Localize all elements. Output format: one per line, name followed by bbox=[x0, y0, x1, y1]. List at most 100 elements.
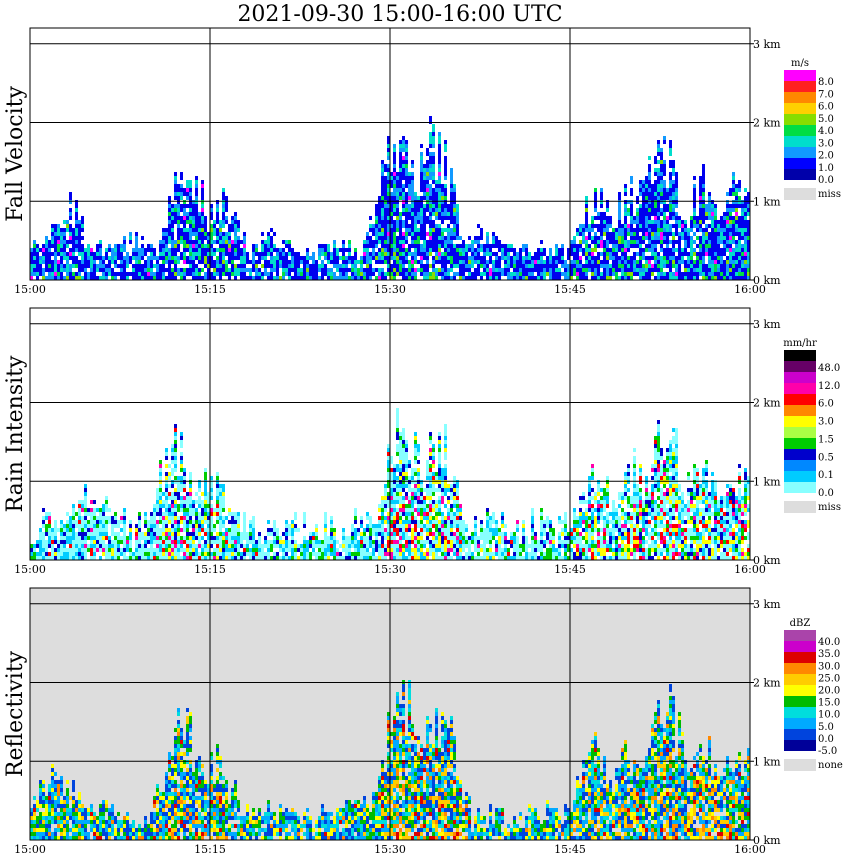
data-cell bbox=[390, 480, 393, 484]
data-cell bbox=[414, 268, 417, 272]
data-cell bbox=[648, 220, 651, 224]
data-cell bbox=[438, 256, 441, 260]
data-cell bbox=[270, 544, 273, 548]
data-cell bbox=[369, 260, 372, 264]
data-cell bbox=[78, 556, 81, 560]
data-cell bbox=[405, 208, 408, 212]
data-cell bbox=[657, 264, 660, 268]
data-cell bbox=[381, 544, 384, 548]
data-cell bbox=[555, 260, 558, 264]
data-cell bbox=[231, 256, 234, 260]
data-cell bbox=[213, 272, 216, 276]
data-cell bbox=[531, 264, 534, 268]
data-cell bbox=[612, 260, 615, 264]
data-cell bbox=[54, 256, 57, 260]
data-cell bbox=[714, 244, 717, 248]
data-cell bbox=[453, 272, 456, 276]
data-cell bbox=[129, 240, 132, 244]
data-cell bbox=[222, 248, 225, 252]
data-cell bbox=[108, 544, 111, 548]
data-cell bbox=[408, 228, 411, 232]
data-cell bbox=[720, 224, 723, 228]
data-cell bbox=[654, 268, 657, 272]
data-cell bbox=[447, 204, 450, 208]
data-cell bbox=[513, 268, 516, 272]
data-cell bbox=[699, 212, 702, 216]
data-cell bbox=[729, 240, 732, 244]
data-cell bbox=[390, 552, 393, 556]
data-cell bbox=[591, 224, 594, 228]
data-cell bbox=[186, 184, 189, 188]
data-cell bbox=[180, 436, 183, 440]
data-cell bbox=[684, 276, 687, 280]
data-cell bbox=[423, 172, 426, 176]
data-cell bbox=[726, 268, 729, 272]
data-cell bbox=[654, 184, 657, 188]
data-cell bbox=[522, 272, 525, 276]
data-cell bbox=[414, 536, 417, 540]
data-cell bbox=[648, 232, 651, 236]
data-cell bbox=[672, 192, 675, 196]
data-cell bbox=[720, 232, 723, 236]
data-cell bbox=[381, 248, 384, 252]
data-cell bbox=[174, 216, 177, 220]
data-cell bbox=[486, 236, 489, 240]
data-cell bbox=[450, 176, 453, 180]
data-cell bbox=[681, 220, 684, 224]
data-cell bbox=[279, 256, 282, 260]
data-cell bbox=[402, 484, 405, 488]
data-cell bbox=[231, 524, 234, 528]
data-cell bbox=[135, 552, 138, 556]
data-cell bbox=[393, 248, 396, 252]
data-cell bbox=[36, 252, 39, 256]
data-cell bbox=[219, 524, 222, 528]
data-cell bbox=[105, 256, 108, 260]
data-cell bbox=[651, 268, 654, 272]
data-cell bbox=[189, 188, 192, 192]
data-cell bbox=[123, 260, 126, 264]
data-cell bbox=[237, 252, 240, 256]
data-cell bbox=[702, 168, 705, 172]
data-cell bbox=[186, 204, 189, 208]
data-cell bbox=[177, 496, 180, 500]
data-cell bbox=[396, 544, 399, 548]
data-cell bbox=[171, 492, 174, 496]
data-cell bbox=[714, 220, 717, 224]
data-cell bbox=[150, 276, 153, 280]
data-cell bbox=[105, 544, 108, 548]
data-cell bbox=[159, 544, 162, 548]
data-cell bbox=[342, 536, 345, 540]
data-cell bbox=[429, 132, 432, 136]
data-cell bbox=[450, 212, 453, 216]
data-cell bbox=[648, 256, 651, 260]
data-cell bbox=[345, 556, 348, 560]
data-cell bbox=[717, 232, 720, 236]
data-cell bbox=[375, 532, 378, 536]
data-cell bbox=[414, 552, 417, 556]
data-cell bbox=[228, 528, 231, 532]
data-cell bbox=[648, 276, 651, 280]
data-cell bbox=[405, 176, 408, 180]
data-cell bbox=[609, 216, 612, 220]
data-cell bbox=[48, 524, 51, 528]
data-cell bbox=[690, 276, 693, 280]
data-cell bbox=[393, 208, 396, 212]
data-cell bbox=[432, 232, 435, 236]
data-cell bbox=[597, 252, 600, 256]
data-cell bbox=[336, 248, 339, 252]
data-cell bbox=[222, 240, 225, 244]
data-cell bbox=[420, 256, 423, 260]
data-cell bbox=[618, 232, 621, 236]
data-cell bbox=[339, 556, 342, 560]
data-cell bbox=[669, 272, 672, 276]
data-cell bbox=[234, 268, 237, 272]
data-cell bbox=[54, 268, 57, 272]
data-cell bbox=[741, 272, 744, 276]
data-cell bbox=[57, 268, 60, 272]
data-cell bbox=[390, 220, 393, 224]
data-cell bbox=[408, 496, 411, 500]
data-cell bbox=[405, 512, 408, 516]
data-cell bbox=[225, 216, 228, 220]
data-cell bbox=[393, 152, 396, 156]
data-cell bbox=[120, 540, 123, 544]
